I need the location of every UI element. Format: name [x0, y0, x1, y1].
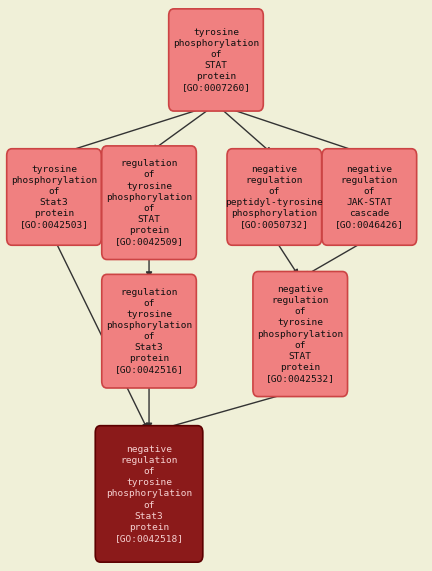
Text: negative
regulation
of
JAK-STAT
cascade
[GO:0046426]: negative regulation of JAK-STAT cascade …: [335, 165, 404, 229]
FancyBboxPatch shape: [253, 272, 347, 396]
Text: negative
regulation
of
tyrosine
phosphorylation
of
Stat3
protein
[GO:0042518]: negative regulation of tyrosine phosphor…: [106, 445, 192, 543]
Text: tyrosine
phosphorylation
of
STAT
protein
[GO:0007260]: tyrosine phosphorylation of STAT protein…: [173, 28, 259, 92]
FancyBboxPatch shape: [102, 146, 196, 259]
Text: negative
regulation
of
tyrosine
phosphorylation
of
STAT
protein
[GO:0042532]: negative regulation of tyrosine phosphor…: [257, 285, 343, 383]
Text: regulation
of
tyrosine
phosphorylation
of
STAT
protein
[GO:0042509]: regulation of tyrosine phosphorylation o…: [106, 159, 192, 246]
FancyBboxPatch shape: [168, 9, 263, 111]
Text: regulation
of
tyrosine
phosphorylation
of
Stat3
protein
[GO:0042516]: regulation of tyrosine phosphorylation o…: [106, 288, 192, 375]
Text: negative
regulation
of
peptidyl-tyrosine
phosphorylation
[GO:0050732]: negative regulation of peptidyl-tyrosine…: [226, 165, 323, 229]
FancyBboxPatch shape: [102, 275, 196, 388]
Text: tyrosine
phosphorylation
of
Stat3
protein
[GO:0042503]: tyrosine phosphorylation of Stat3 protei…: [11, 165, 97, 229]
FancyBboxPatch shape: [6, 148, 101, 246]
FancyBboxPatch shape: [227, 148, 321, 246]
FancyBboxPatch shape: [322, 148, 416, 246]
FancyBboxPatch shape: [95, 426, 203, 562]
